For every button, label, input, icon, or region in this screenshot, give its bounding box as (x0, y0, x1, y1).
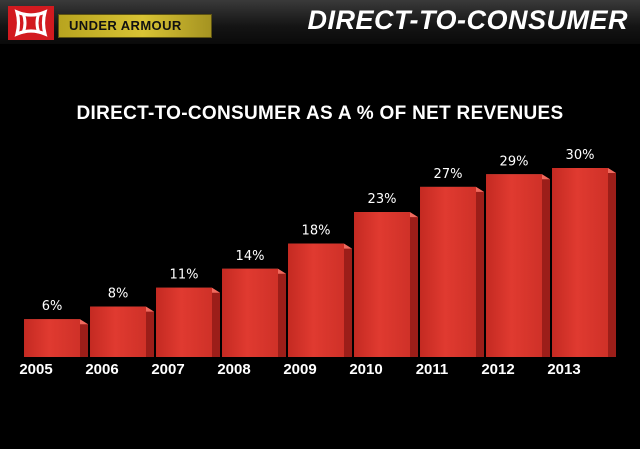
bar-2010 (354, 212, 410, 357)
bar-side-2008 (278, 268, 286, 357)
header-bar: UNDER ARMOUR DIRECT-TO-CONSUMER (0, 0, 640, 44)
bar-2006 (90, 306, 146, 357)
value-label-2008: 14% (236, 249, 265, 264)
year-label-2011: 2011 (416, 361, 449, 378)
year-label-2013: 2013 (547, 361, 580, 378)
bar-side-2009 (344, 243, 352, 357)
year-label-2012: 2012 (481, 361, 514, 378)
value-label-2013: 30% (566, 148, 595, 163)
bar-2005 (24, 319, 80, 357)
value-label-2005: 6% (42, 299, 63, 314)
header-title: DIRECT-TO-CONSUMER (307, 5, 628, 35)
under-armour-logo-icon (14, 9, 48, 37)
chart-title: DIRECT-TO-CONSUMER AS A % OF NET REVENUE… (76, 103, 564, 124)
bar-side-2011 (476, 186, 484, 357)
year-label-2008: 2008 (217, 361, 250, 378)
bar-2011 (420, 186, 476, 357)
bar-side-2007 (212, 287, 220, 357)
bar-2008 (222, 268, 278, 357)
year-label-2006: 2006 (85, 361, 118, 378)
value-label-2007: 11% (170, 268, 199, 283)
year-label-2007: 2007 (151, 361, 184, 378)
value-label-2009: 18% (302, 224, 331, 239)
brand-name: UNDER ARMOUR (69, 18, 182, 33)
bar-side-2012 (542, 174, 550, 357)
value-label-2006: 8% (108, 287, 129, 302)
year-label-2010: 2010 (349, 361, 382, 378)
bar-2013 (552, 168, 608, 357)
year-label-2005: 2005 (19, 361, 52, 378)
bar-side-2013 (608, 168, 616, 357)
value-label-2011: 27% (434, 167, 463, 182)
bar-side-2005 (80, 319, 88, 357)
year-label-2009: 2009 (283, 361, 316, 378)
logo (8, 6, 54, 40)
bar-2009 (288, 243, 344, 357)
value-label-2010: 23% (368, 192, 397, 207)
brand-banner: UNDER ARMOUR (58, 14, 212, 38)
bar-2012 (486, 174, 542, 357)
bar-side-2006 (146, 306, 154, 357)
value-label-2012: 29% (500, 154, 529, 169)
bar-side-2010 (410, 212, 418, 357)
bar-2007 (156, 287, 212, 357)
